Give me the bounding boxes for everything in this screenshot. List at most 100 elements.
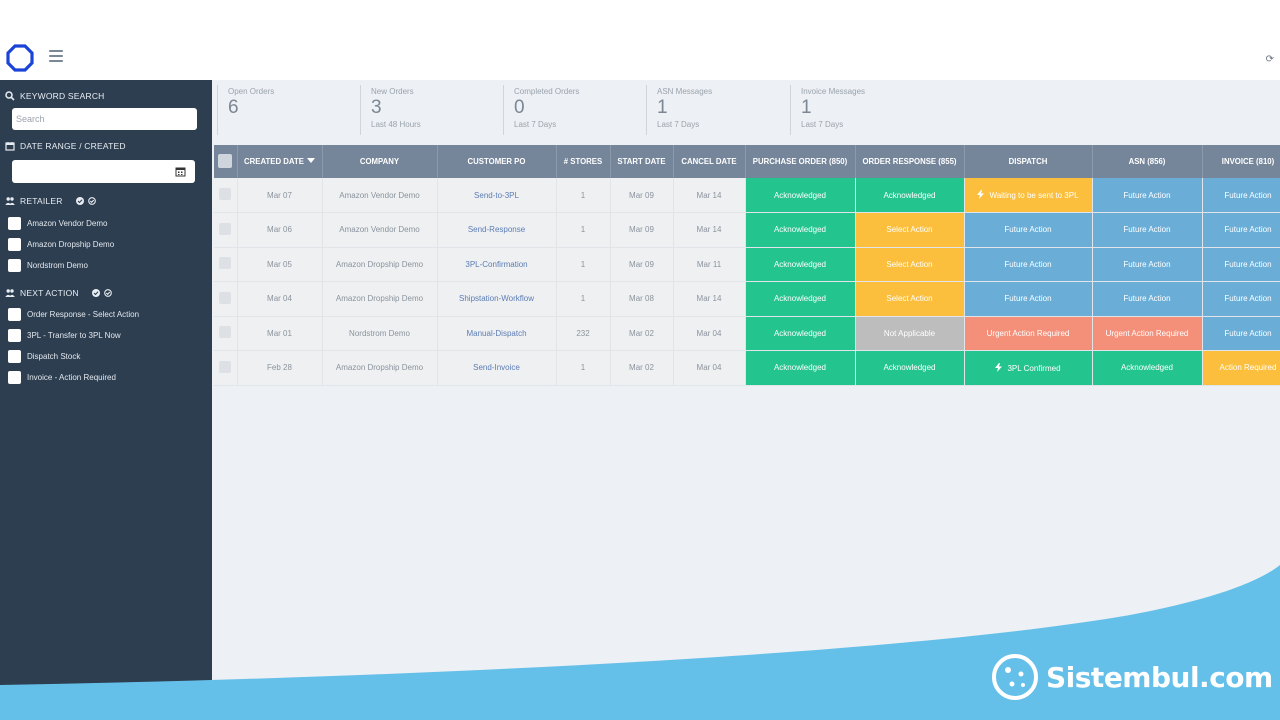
- check-circle-outline-icon[interactable]: [103, 289, 112, 297]
- status-asn[interactable]: Future Action: [1092, 212, 1203, 248]
- col-customer-po[interactable]: CUSTOMER PO: [437, 145, 557, 178]
- check-circle-icon[interactable]: [75, 197, 84, 205]
- app-logo-icon[interactable]: [6, 44, 34, 72]
- row-select-cell: [214, 316, 238, 351]
- table-row[interactable]: Feb 28 Amazon Dropship Demo Send-Invoice…: [214, 350, 1280, 386]
- next-action-item-order-response[interactable]: Order Response - Select Action: [8, 308, 139, 321]
- col-order-response[interactable]: ORDER RESPONSE (855): [855, 145, 965, 178]
- status-order-response[interactable]: Select Action: [855, 247, 965, 282]
- status-order-response[interactable]: Not Applicable: [855, 316, 965, 351]
- retailer-item-amazon-vendor-demo[interactable]: Amazon Vendor Demo: [8, 217, 108, 230]
- next-action-item-label: Order Response - Select Action: [27, 310, 140, 319]
- status-invoice[interactable]: Future Action: [1202, 247, 1280, 282]
- status-asn[interactable]: Urgent Action Required: [1092, 316, 1203, 351]
- calendar-picker-icon[interactable]: [175, 166, 186, 177]
- checkbox[interactable]: [8, 259, 21, 272]
- select-all-cell: [214, 145, 238, 178]
- row-checkbox[interactable]: [219, 291, 232, 304]
- status-dispatch[interactable]: Waiting to be sent to 3PL: [964, 178, 1093, 213]
- cell-company: Amazon Dropship Demo: [322, 247, 438, 282]
- col-invoice[interactable]: INVOICE (810): [1202, 145, 1280, 178]
- status-dispatch[interactable]: 3PL Confirmed: [964, 350, 1093, 386]
- checkbox[interactable]: [8, 217, 21, 230]
- status-dispatch[interactable]: Future Action: [964, 212, 1093, 248]
- col-dispatch[interactable]: DISPATCH: [964, 145, 1093, 178]
- status-purchase-order[interactable]: Acknowledged: [745, 247, 856, 282]
- next-action-item-3pl-transfer[interactable]: 3PL - Transfer to 3PL Now: [8, 329, 121, 342]
- status-dispatch[interactable]: Urgent Action Required: [964, 316, 1093, 351]
- checkbox[interactable]: [8, 238, 21, 251]
- check-circle-icon[interactable]: [91, 289, 100, 297]
- cell-start-date: Mar 02: [610, 350, 674, 386]
- sort-desc-icon: [306, 158, 315, 163]
- status-purchase-order[interactable]: Acknowledged: [745, 281, 856, 317]
- table-row[interactable]: Mar 01 Nordstrom Demo Manual-Dispatch 23…: [214, 316, 1280, 351]
- row-checkbox[interactable]: [219, 326, 232, 339]
- row-checkbox[interactable]: [219, 188, 232, 200]
- row-checkbox[interactable]: [219, 222, 232, 235]
- status-asn[interactable]: Future Action: [1092, 281, 1203, 317]
- status-purchase-order[interactable]: Acknowledged: [745, 178, 856, 213]
- col-stores[interactable]: # STORES: [556, 145, 611, 178]
- col-start-date[interactable]: START DATE: [610, 145, 674, 178]
- search-input[interactable]: [12, 108, 197, 130]
- status-asn[interactable]: Future Action: [1092, 247, 1203, 282]
- cell-customer-po-link[interactable]: Send-Response: [437, 212, 557, 248]
- row-checkbox[interactable]: [219, 360, 232, 373]
- status-order-response[interactable]: Select Action: [855, 212, 965, 248]
- checkbox[interactable]: [8, 371, 21, 384]
- hamburger-menu-icon[interactable]: [49, 50, 63, 62]
- table-row[interactable]: Mar 05 Amazon Dropship Demo 3PL-Confirma…: [214, 247, 1280, 282]
- cell-created-date: Feb 28: [237, 350, 323, 386]
- col-created-date[interactable]: CREATED DATE: [237, 145, 323, 178]
- col-purchase-order[interactable]: PURCHASE ORDER (850): [745, 145, 856, 178]
- status-dispatch[interactable]: Future Action: [964, 247, 1093, 282]
- cell-customer-po-link[interactable]: 3PL-Confirmation: [437, 247, 557, 282]
- stat-invoice-messages[interactable]: Invoice Messages 1 Last 7 Days: [790, 85, 865, 135]
- table-row[interactable]: Mar 07 Amazon Vendor Demo Send-to-3PL 1 …: [214, 178, 1280, 213]
- stat-sub: Last 7 Days: [657, 120, 700, 129]
- status-invoice[interactable]: Future Action: [1202, 212, 1280, 248]
- next-action-item-dispatch-stock[interactable]: Dispatch Stock: [8, 350, 80, 363]
- checkbox[interactable]: [8, 329, 21, 342]
- checkbox[interactable]: [8, 308, 21, 321]
- status-purchase-order[interactable]: Acknowledged: [745, 316, 856, 351]
- status-invoice[interactable]: Future Action: [1202, 281, 1280, 317]
- cell-company: Amazon Dropship Demo: [322, 350, 438, 386]
- checkbox[interactable]: [8, 350, 21, 363]
- cell-customer-po-link[interactable]: Shipstation-Workflow: [437, 281, 557, 317]
- stat-asn-messages[interactable]: ASN Messages 1 Last 7 Days: [646, 85, 712, 135]
- status-invoice[interactable]: Action Required: [1202, 350, 1280, 386]
- cell-customer-po-link[interactable]: Send-Invoice: [437, 350, 557, 386]
- status-asn[interactable]: Future Action: [1092, 178, 1203, 213]
- col-company[interactable]: COMPANY: [322, 145, 438, 178]
- cell-customer-po-link[interactable]: Manual-Dispatch: [437, 316, 557, 351]
- col-asn[interactable]: ASN (856): [1092, 145, 1203, 178]
- status-purchase-order[interactable]: Acknowledged: [745, 212, 856, 248]
- table-row[interactable]: Mar 04 Amazon Dropship Demo Shipstation-…: [214, 281, 1280, 317]
- status-order-response[interactable]: Acknowledged: [855, 178, 965, 213]
- cell-cancel-date: Mar 14: [673, 178, 746, 213]
- next-action-item-invoice[interactable]: Invoice - Action Required: [8, 371, 116, 384]
- col-cancel-date[interactable]: CANCEL DATE: [673, 145, 746, 178]
- status-order-response[interactable]: Select Action: [855, 281, 965, 317]
- status-purchase-order[interactable]: Acknowledged: [745, 350, 856, 386]
- status-order-response[interactable]: Acknowledged: [855, 350, 965, 386]
- retailer-item-amazon-dropship-demo[interactable]: Amazon Dropship Demo: [8, 238, 114, 251]
- table-header-row: CREATED DATE COMPANY CUSTOMER PO # STORE…: [214, 145, 1280, 178]
- status-dispatch[interactable]: Future Action: [964, 281, 1093, 317]
- stat-open-orders[interactable]: Open Orders 6: [217, 85, 274, 135]
- stat-new-orders[interactable]: New Orders 3 Last 48 Hours: [360, 85, 421, 135]
- table-row[interactable]: Mar 06 Amazon Vendor Demo Send-Response …: [214, 212, 1280, 248]
- status-invoice[interactable]: Future Action: [1202, 316, 1280, 351]
- retailer-item-nordstrom-demo[interactable]: Nordstrom Demo: [8, 259, 88, 272]
- date-range-field[interactable]: [12, 160, 195, 183]
- check-circle-outline-icon[interactable]: [87, 197, 96, 205]
- status-asn[interactable]: Acknowledged: [1092, 350, 1203, 386]
- cell-customer-po-link[interactable]: Send-to-3PL: [437, 178, 557, 213]
- status-invoice[interactable]: Future Action: [1202, 178, 1280, 213]
- refresh-icon[interactable]: ⟳: [1265, 54, 1274, 65]
- row-checkbox[interactable]: [219, 257, 232, 270]
- select-all-checkbox[interactable]: [218, 153, 233, 168]
- stat-completed-orders[interactable]: Completed Orders 0 Last 7 Days: [503, 85, 579, 135]
